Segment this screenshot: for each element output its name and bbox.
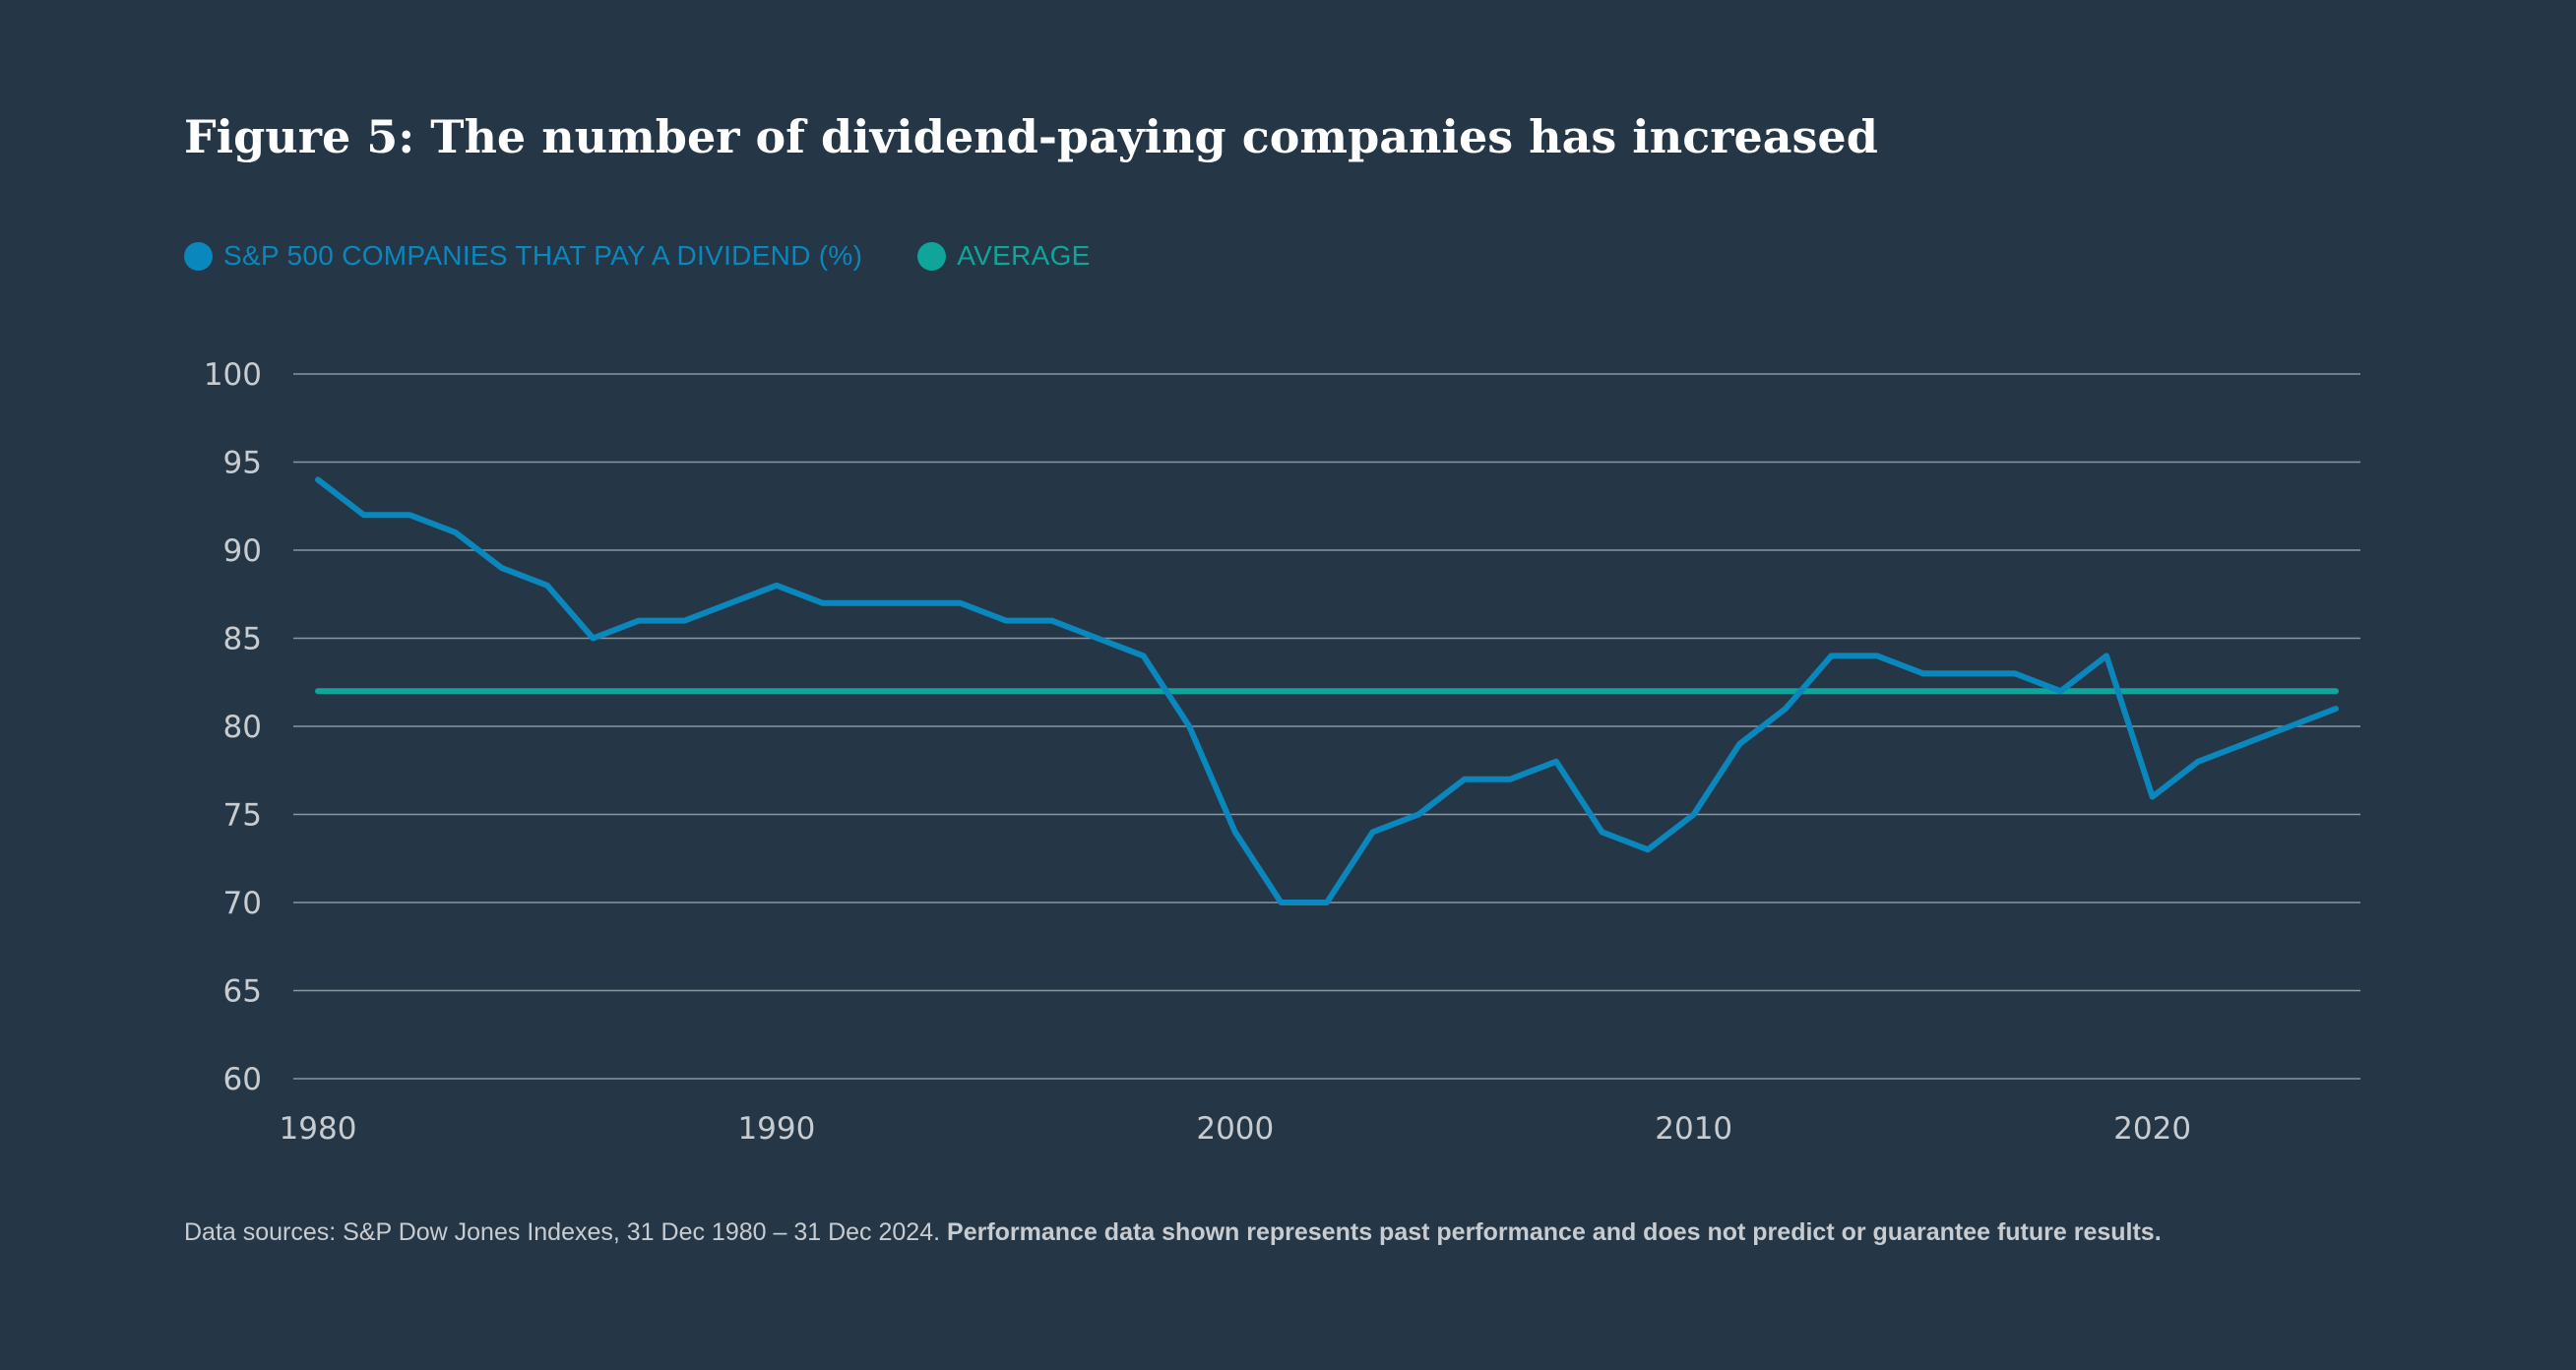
footer-disclaimer: Performance data shown represents past p…: [947, 1218, 2162, 1246]
y-tick-label-80: 80: [223, 710, 262, 745]
series-lines: [315, 476, 2339, 905]
y-tick-label-100: 100: [204, 357, 262, 393]
footer-source: Data sources: S&P Dow Jones Indexes, 31 …: [184, 1218, 941, 1246]
footer-note: Data sources: S&P Dow Jones Indexes, 31 …: [184, 1218, 2162, 1247]
series-line-s-p-500-companies-that-pay-a-dividend: [315, 476, 2339, 905]
legend-label-dividend: S&P 500 COMPANIES THAT PAY A DIVIDEND (%…: [223, 240, 863, 271]
chart-title: Figure 5: The number of dividend-paying …: [184, 110, 1878, 163]
y-tick-label-95: 95: [223, 446, 262, 481]
legend-item-average: AVERAGE: [917, 240, 1090, 272]
y-axis-ticks: 60 65 70 75 80 85 90 95 100: [204, 357, 262, 1097]
x-tick-label-2010: 2010: [1655, 1111, 1732, 1147]
legend-dot-dividend: [184, 241, 213, 271]
x-tick-label-2000: 2000: [1196, 1111, 1274, 1147]
x-tick-label-1990: 1990: [737, 1111, 815, 1147]
y-tick-label-85: 85: [223, 622, 262, 657]
chart-legend: S&P 500 COMPANIES THAT PAY A DIVIDEND (%…: [184, 240, 1146, 272]
legend-item-dividend: S&P 500 COMPANIES THAT PAY A DIVIDEND (%…: [184, 240, 862, 272]
y-tick-label-60: 60: [223, 1062, 262, 1097]
y-tick-label-65: 65: [223, 974, 262, 1010]
y-tick-label-70: 70: [223, 886, 262, 921]
y-tick-label-90: 90: [223, 533, 262, 569]
x-axis-ticks: 1980 1990 2000 2010 2020: [280, 1111, 2192, 1147]
y-tick-label-75: 75: [223, 798, 262, 834]
x-tick-label-1980: 1980: [280, 1111, 357, 1147]
legend-label-average: AVERAGE: [957, 240, 1091, 271]
legend-dot-average: [917, 241, 947, 271]
x-tick-label-2020: 2020: [2113, 1111, 2191, 1147]
gridlines: [293, 373, 2360, 1080]
